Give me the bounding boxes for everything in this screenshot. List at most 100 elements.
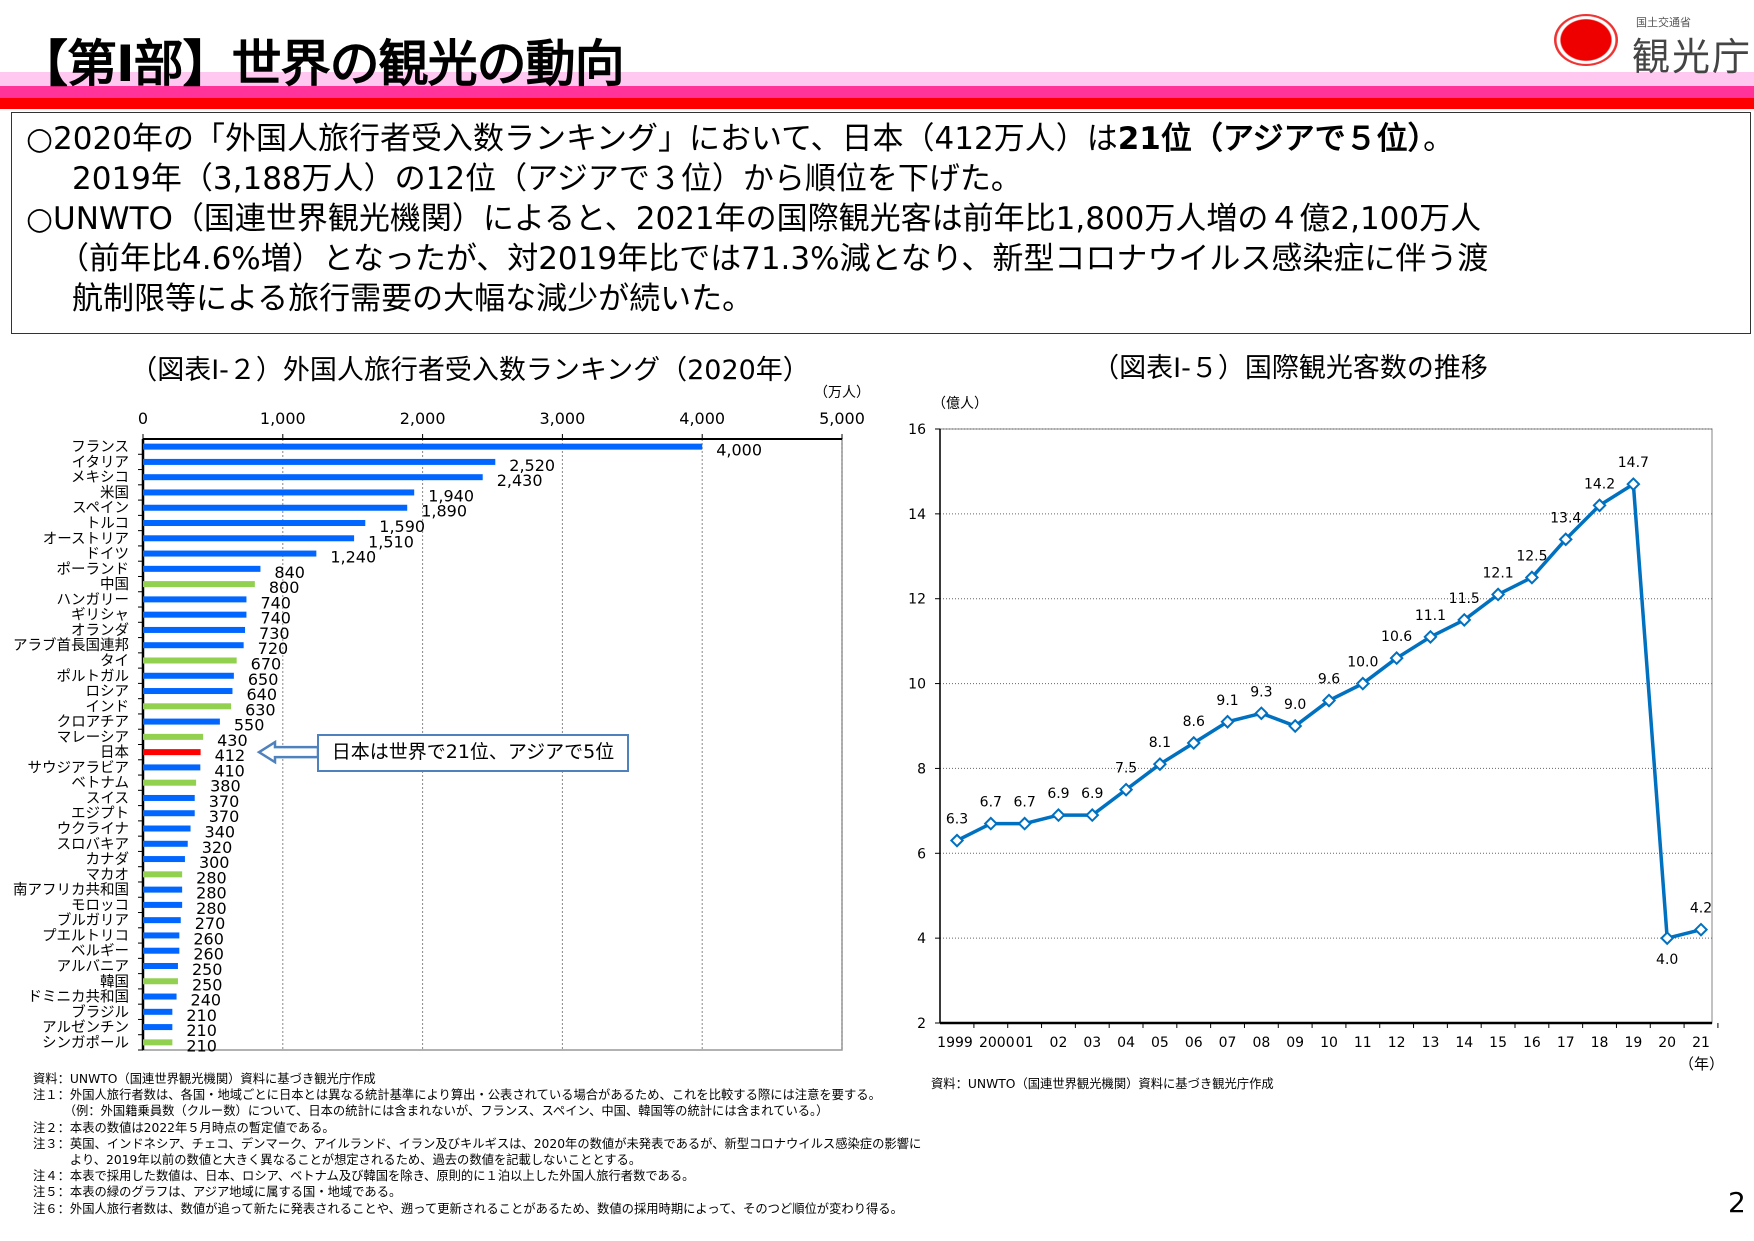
category-label: タイ [100,652,129,669]
value-label: 380 [210,777,241,796]
footnote: 資料：UNWTO（国連世界観光機関）資料に基づき観光庁作成 [33,1072,376,1086]
bar-マカオ [143,871,183,878]
footnote: （例：外国籍乗員数（クルー数）について、日本の統計には含まれないが、フランス、ス… [33,1104,829,1119]
x-tick-label: 02 [1050,1035,1068,1051]
category-label: サウジアラビア [28,759,130,776]
y-tick-label: 8 [917,761,926,777]
data-point [1051,808,1066,823]
value-label: 1,940 [428,486,474,505]
data-label: 12.1 [1483,565,1514,581]
trend-line-chart: 2 4 6 8 10 12 14 16 （億人） 1999 2000 01 02 03 04 05 06 07 08… [908,396,1724,1073]
bar-日本 [143,749,201,756]
category-label: ハンガリー [57,591,130,608]
category-label: 韓国 [100,973,129,990]
header-stripe-pink [0,86,1754,98]
value-label: 370 [209,807,240,826]
bar-アルゼンチン [143,1024,173,1031]
trend-chart-title: （図表Ⅰ-５）国際観光客数の推移 [1092,353,1488,384]
data-point [1355,676,1370,691]
bar-サウジアラビア [143,764,201,771]
summary-box: ○2020年の「外国人旅行者受入数ランキング」において、日本（412万人）は21… [11,112,1751,334]
category-label: エジプト [71,805,129,822]
value-label: 280 [196,868,227,887]
value-label: 2,430 [497,471,543,490]
data-label: 14.2 [1584,476,1615,492]
bar-アラブ首長国連邦 [143,642,244,649]
x-tick-label: 06 [1185,1035,1203,1051]
data-point [1152,757,1167,772]
category-label: アラブ首長国連邦 [13,636,129,654]
data-label: 4.0 [1656,952,1678,968]
page-title: 【第Ⅰ部】世界の観光の動向 [18,35,625,93]
category-label: スイス [86,791,129,807]
summary-line: 航制限等による旅行需要の大幅な減少が続いた。 [72,281,754,317]
data-point [1254,706,1269,721]
value-label: 650 [248,670,279,689]
data-point [1457,612,1472,627]
bar-インド [143,703,232,710]
category-label: ロシア [86,684,130,700]
summary-line: 2019年（3,188万人）の12位（アジアで３位）から順位を下げた。 [72,161,1022,197]
data-label: 11.1 [1415,608,1446,624]
bar-ドイツ [143,550,317,557]
value-label: 300 [199,853,230,872]
category-label: クロアチア [57,714,129,731]
bar-韓国 [143,978,178,985]
bar-ブルガリア [143,917,181,924]
data-point [1288,718,1303,734]
x-tick-label: 4,000 [679,409,725,428]
bar-タイ [143,657,237,664]
bar-モロッコ [143,901,183,908]
bar-フランス [143,443,703,450]
category-label: マレーシア [57,730,129,746]
y-axis-unit: （億人） [932,396,988,412]
x-tick-label: 1,000 [260,409,306,428]
data-label: 14.7 [1618,455,1649,471]
bar-クロアチア [143,718,220,725]
category-label: マカオ [86,867,130,883]
value-label: 410 [214,761,245,780]
bar-オーストリア [143,535,355,542]
value-label: 430 [217,731,248,750]
bar-シンガポール [143,1039,173,1046]
data-point [1693,922,1709,937]
bar-カナダ [143,856,185,863]
trend-source-note: 資料：UNWTO（国連世界観光機関）資料に基づき観光庁作成 [931,1077,1274,1091]
plot-area [939,428,1713,1024]
logo-mark-icon [1554,14,1618,66]
value-label: 260 [193,945,224,964]
y-tick-label: 2 [917,1016,926,1032]
bar-ハンガリー [143,596,247,603]
value-label: 1,590 [379,517,425,536]
data-point [983,816,998,831]
category-label: 日本 [100,744,129,761]
x-tick-label: 16 [1523,1035,1541,1051]
x-tick-label: 14 [1455,1035,1473,1051]
category-label: ブルガリア [57,911,129,929]
data-label: 9.1 [1216,693,1238,709]
category-label: トルコ [86,516,129,532]
bar-イタリア [143,458,496,465]
data-label: 6.9 [1047,786,1069,802]
logo-text: 観光庁 [1632,35,1753,79]
category-label: 中国 [100,576,129,593]
data-label: 6.7 [980,795,1002,811]
value-label: 280 [196,884,227,903]
data-point [1558,532,1573,547]
value-label: 210 [186,1036,217,1055]
category-label: フランス [71,440,129,456]
bar-ベルギー [143,947,180,954]
data-label: 13.4 [1550,510,1581,526]
x-tick-label: 08 [1252,1035,1270,1051]
value-label: 670 [251,654,282,673]
category-label: スペイン [72,501,129,517]
value-label: 840 [274,563,305,582]
x-tick-label: 2,000 [400,409,446,428]
category-label: ギリシャ [71,607,129,624]
data-label: 6.7 [1014,795,1036,811]
y-tick-label: 14 [908,507,926,523]
bar-プエルトリコ [143,932,180,939]
category-label: 南アフリカ共和国 [13,882,129,899]
category-label: ウクライナ [57,821,129,838]
value-label: 630 [245,700,276,719]
